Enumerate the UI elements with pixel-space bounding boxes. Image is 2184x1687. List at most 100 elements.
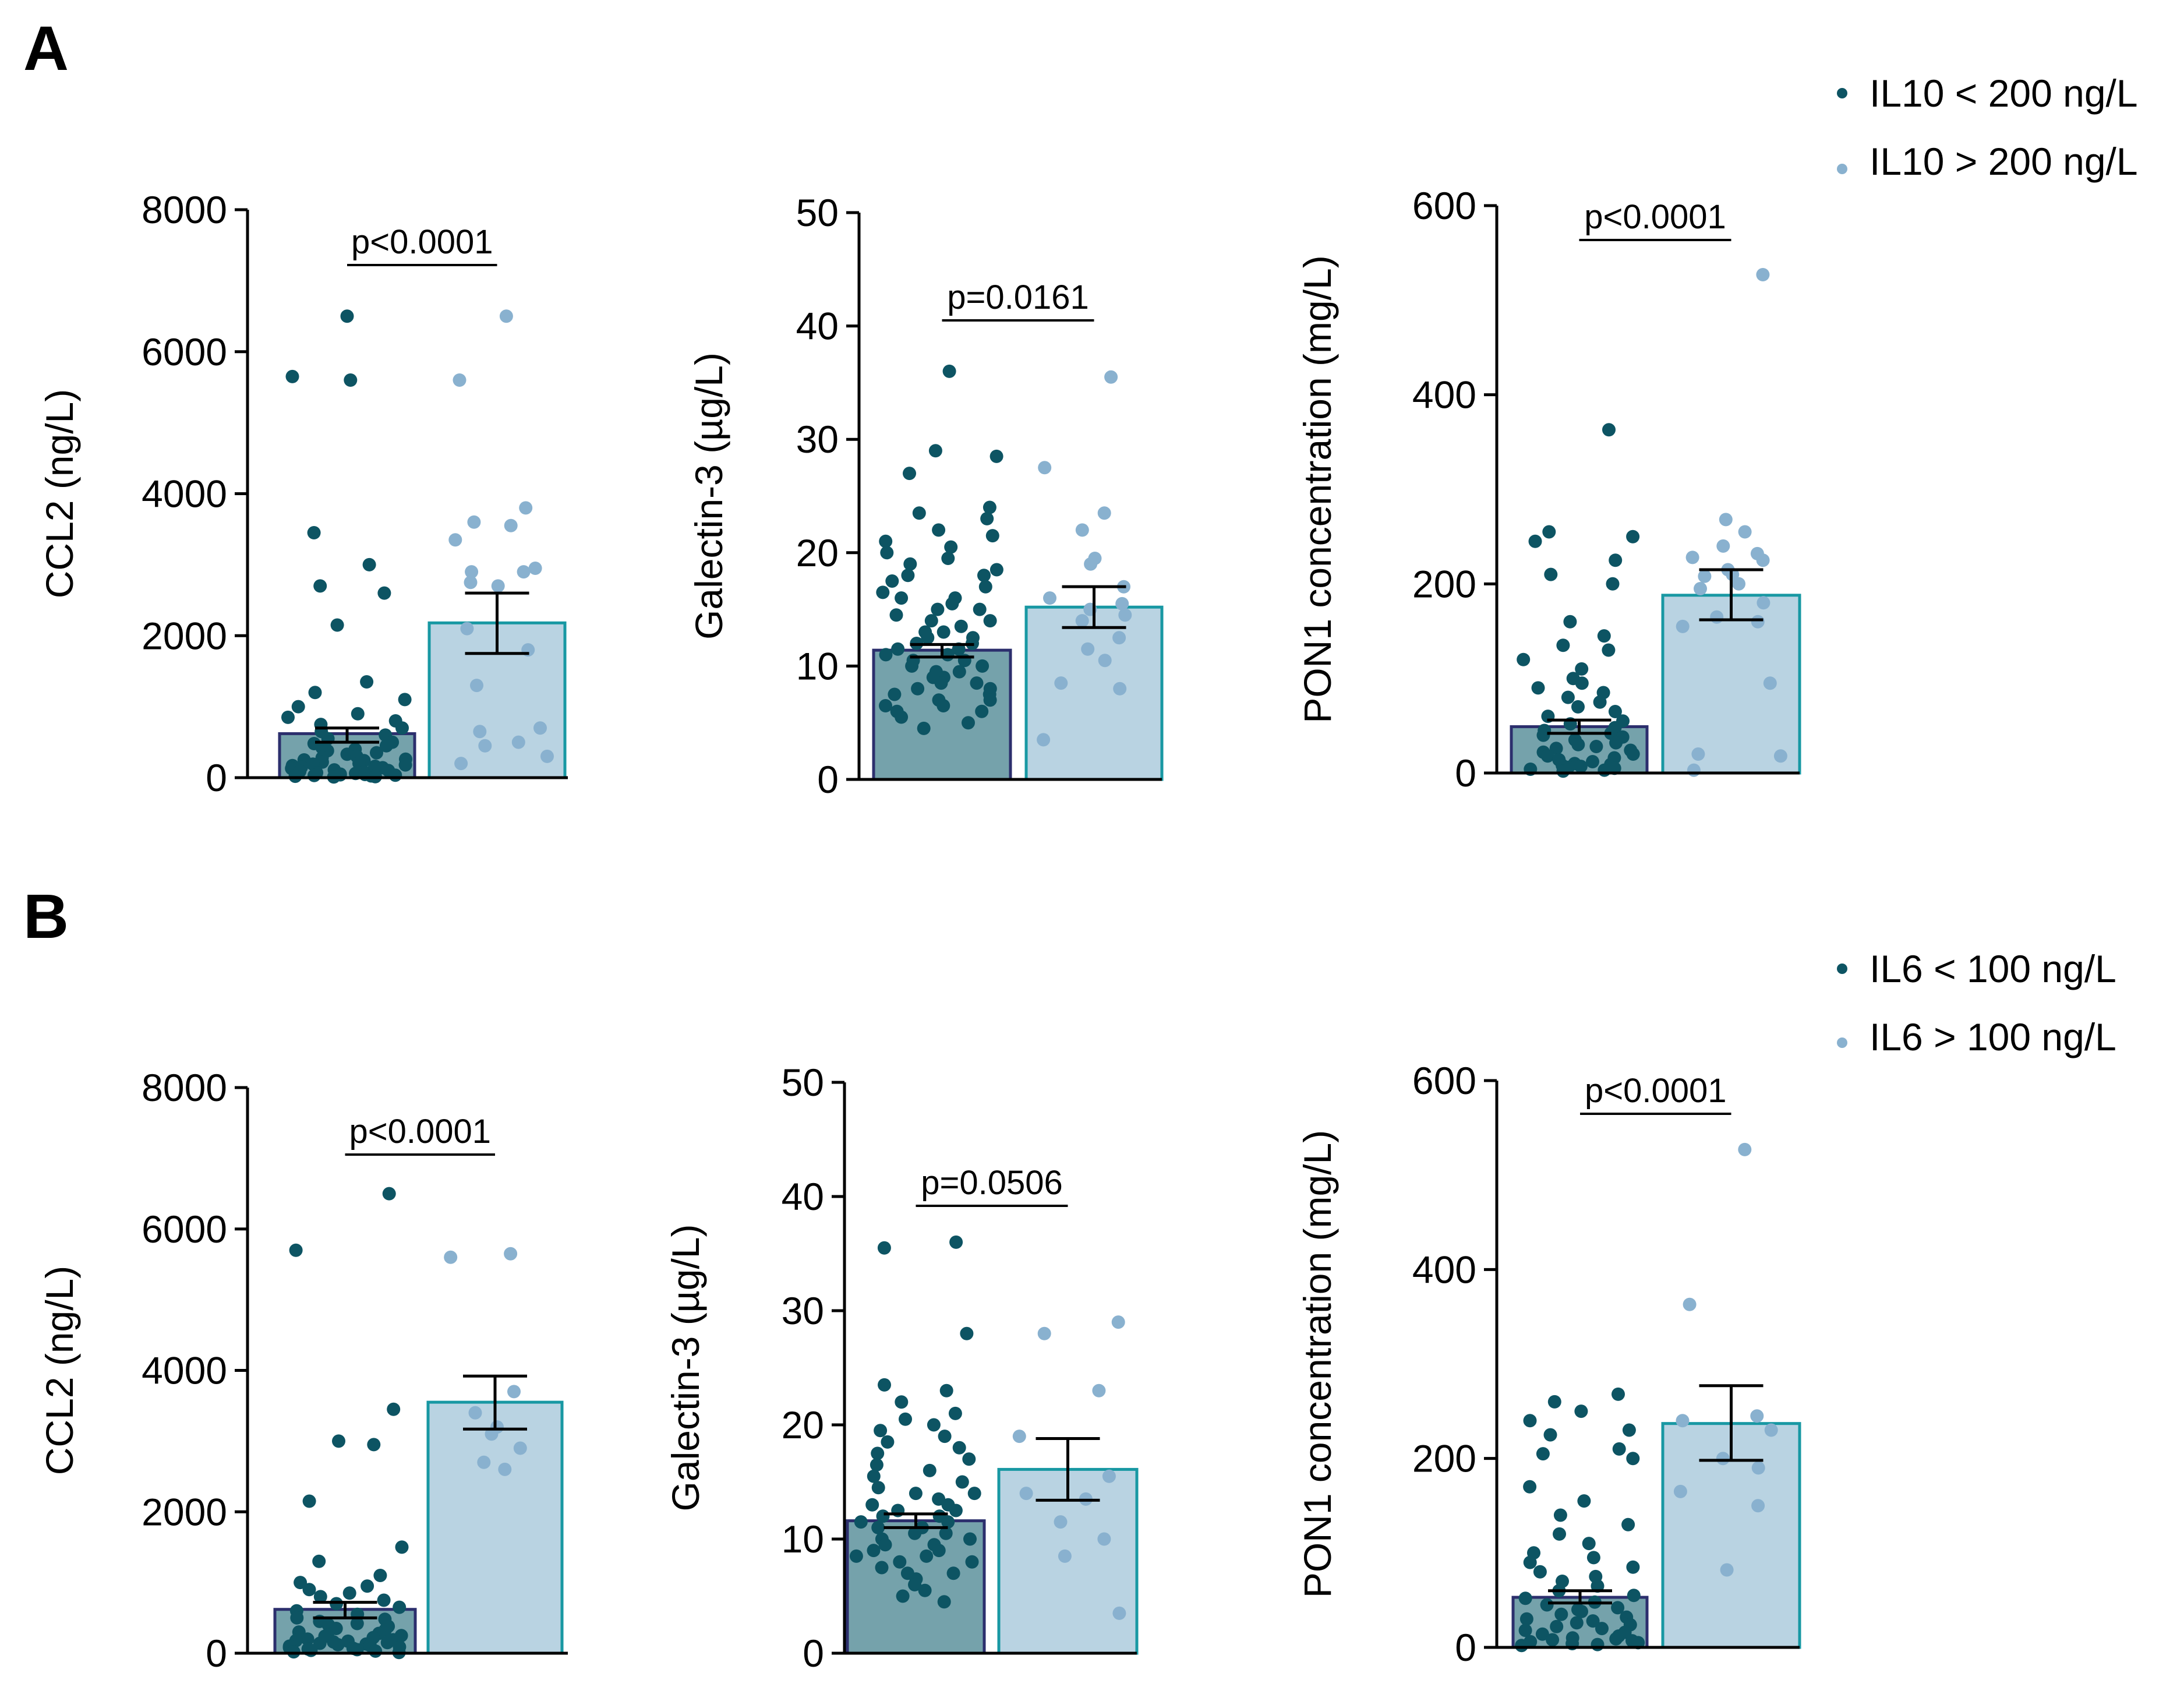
data-point xyxy=(330,618,344,632)
y-axis-label: Galectin-3 (µg/L) xyxy=(687,352,730,640)
data-point xyxy=(941,1515,955,1529)
data-point xyxy=(1519,1612,1533,1626)
legend-a-high-marker xyxy=(1837,164,1847,174)
data-point xyxy=(1118,608,1132,622)
data-point xyxy=(1586,1614,1600,1628)
data-point xyxy=(928,444,942,458)
data-point xyxy=(1563,615,1577,629)
data-point xyxy=(989,449,1003,463)
data-point xyxy=(1602,643,1616,657)
data-point xyxy=(1084,557,1098,571)
y-tick-label: 0 xyxy=(206,756,227,799)
data-point xyxy=(388,768,402,782)
data-point xyxy=(478,739,492,753)
data-point xyxy=(918,1583,932,1597)
data-point xyxy=(1691,747,1705,761)
data-point xyxy=(377,586,391,600)
y-tick-label: 2000 xyxy=(142,1490,227,1533)
data-point xyxy=(893,1555,907,1569)
data-point xyxy=(1622,1423,1636,1437)
data-point xyxy=(1575,676,1589,690)
data-point xyxy=(949,1235,963,1249)
legend-b-low-marker xyxy=(1837,964,1847,974)
data-point xyxy=(1764,1423,1778,1437)
data-point xyxy=(1058,1549,1072,1563)
data-point xyxy=(879,648,893,662)
data-point xyxy=(939,1526,953,1540)
data-point xyxy=(1595,1622,1609,1636)
data-point xyxy=(889,608,903,622)
data-point xyxy=(1598,763,1612,777)
data-point xyxy=(1547,1395,1561,1409)
data-point xyxy=(1561,690,1575,704)
data-point xyxy=(1092,1384,1106,1397)
data-point xyxy=(491,579,505,593)
data-point xyxy=(1515,1639,1529,1653)
data-point xyxy=(871,1520,885,1534)
data-point xyxy=(934,676,948,690)
data-point xyxy=(970,676,984,690)
data-point xyxy=(379,739,393,753)
legend-a: IL10 < 200 ng/L IL10 > 200 ng/L xyxy=(1837,72,2138,183)
data-point xyxy=(1097,1532,1111,1546)
data-point xyxy=(302,1583,316,1597)
legend-b: IL6 < 100 ng/L IL6 > 100 ng/L xyxy=(1837,947,2116,1058)
panel-label-a: A xyxy=(23,13,69,83)
data-point xyxy=(1683,1297,1697,1311)
data-point xyxy=(973,602,987,616)
data-point xyxy=(1075,614,1089,628)
data-point xyxy=(1756,268,1770,281)
y-tick-label: 600 xyxy=(1412,184,1476,227)
data-point xyxy=(880,546,894,560)
data-point xyxy=(963,1532,977,1546)
data-point xyxy=(290,1611,304,1625)
data-point xyxy=(1577,1494,1591,1508)
data-point xyxy=(1591,1637,1605,1651)
data-point xyxy=(952,1441,966,1455)
data-point xyxy=(1535,1627,1549,1641)
data-point xyxy=(978,580,992,594)
y-tick-label: 0 xyxy=(817,758,839,801)
data-point xyxy=(1553,1527,1566,1541)
data-point xyxy=(983,500,996,514)
data-point xyxy=(308,768,321,782)
data-point xyxy=(1757,596,1770,610)
data-point xyxy=(960,1326,974,1340)
data-point xyxy=(1037,1326,1051,1340)
data-point xyxy=(1627,1589,1641,1603)
data-point xyxy=(360,675,374,689)
data-point xyxy=(393,1600,407,1614)
y-tick-label: 6000 xyxy=(142,330,227,373)
y-axis-label: CCL2 (ng/L) xyxy=(38,389,81,599)
y-tick-label: 2000 xyxy=(142,614,227,657)
data-point xyxy=(989,563,1003,577)
data-point xyxy=(340,309,354,323)
p-value-label: p<0.0001 xyxy=(349,1113,491,1150)
y-tick-label: 400 xyxy=(1412,373,1476,417)
data-point xyxy=(1038,461,1052,475)
data-point xyxy=(507,1385,521,1399)
y-tick-label: 20 xyxy=(782,1403,824,1446)
y-tick-label: 30 xyxy=(782,1289,824,1332)
data-point xyxy=(876,1509,890,1523)
data-point xyxy=(1517,652,1531,666)
data-point xyxy=(285,369,299,383)
y-tick-label: 600 xyxy=(1412,1059,1476,1102)
data-point xyxy=(1612,1442,1626,1456)
data-point xyxy=(977,569,991,583)
p-value-label: p<0.0001 xyxy=(351,223,493,261)
chart-b-galectin3: 0 10 20 30 40 50 Galectin-3 (µg/L) p=0.0506 xyxy=(664,1061,1139,1675)
data-point xyxy=(1556,764,1570,778)
chart-a-ccl2: 0 2000 4000 6000 8000 CCL2 (ng/L) p<0.0001 xyxy=(38,188,568,799)
data-point xyxy=(878,1378,891,1392)
y-tick-label: 10 xyxy=(782,1517,824,1561)
data-point xyxy=(373,1569,387,1582)
data-point xyxy=(1037,733,1051,747)
data-point xyxy=(895,591,909,605)
data-point xyxy=(342,1586,356,1600)
data-point xyxy=(911,682,925,696)
data-point xyxy=(896,1589,910,1603)
data-point xyxy=(1673,1484,1687,1498)
data-point xyxy=(1574,760,1588,774)
